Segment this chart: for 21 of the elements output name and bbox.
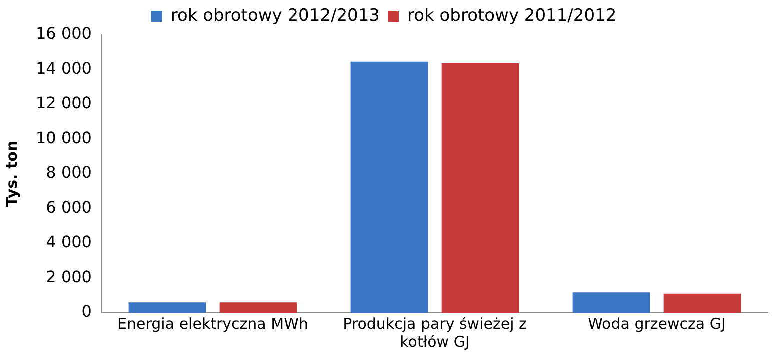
y-tick-label: 10 000 xyxy=(36,128,92,148)
x-tick-label: Produkcja pary świeżej z kotłów GJ xyxy=(343,314,528,351)
y-tick-label: 16 000 xyxy=(36,24,92,44)
y-tick-label: 2 000 xyxy=(46,267,92,286)
legend-label: rok obrotowy 2012/2013 xyxy=(170,6,380,26)
bar xyxy=(442,63,520,313)
y-tick-label: 4 000 xyxy=(46,232,92,252)
legend-label: rok obrotowy 2011/2012 xyxy=(408,6,617,26)
y-axis-title: Tys. ton xyxy=(2,140,21,208)
bar xyxy=(220,302,298,313)
y-tick-label: 8 000 xyxy=(46,163,92,182)
bar xyxy=(664,294,742,313)
bar xyxy=(572,292,650,313)
y-tick-label: 12 000 xyxy=(36,94,92,113)
bar xyxy=(350,62,428,313)
y-tick-label: 6 000 xyxy=(46,198,92,217)
y-tick-label: 0 xyxy=(82,302,92,322)
x-tick-label: Woda grzewcza GJ xyxy=(588,314,726,333)
x-tick-label: Energia elektryczna MWh xyxy=(118,314,308,333)
y-tick-label: 14 000 xyxy=(36,58,92,78)
bar xyxy=(128,302,206,313)
